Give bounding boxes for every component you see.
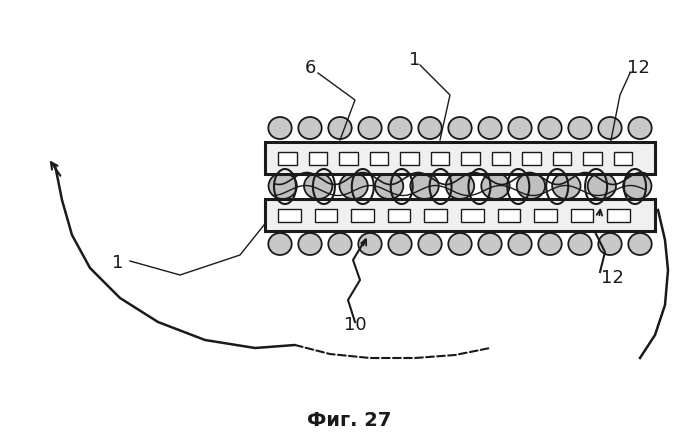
Text: Фиг. 27: Фиг. 27 xyxy=(308,410,391,430)
Ellipse shape xyxy=(268,233,291,255)
Ellipse shape xyxy=(418,233,442,255)
Ellipse shape xyxy=(568,233,591,255)
Text: 12: 12 xyxy=(600,269,624,287)
Ellipse shape xyxy=(568,117,591,139)
Bar xyxy=(461,209,484,222)
Bar xyxy=(265,142,655,174)
Ellipse shape xyxy=(298,117,322,139)
Bar xyxy=(278,152,297,165)
Bar xyxy=(534,209,557,222)
Ellipse shape xyxy=(623,173,651,199)
Bar xyxy=(498,209,520,222)
Ellipse shape xyxy=(552,173,581,199)
Ellipse shape xyxy=(628,117,651,139)
Ellipse shape xyxy=(410,173,439,199)
Ellipse shape xyxy=(359,117,382,139)
Ellipse shape xyxy=(508,233,532,255)
Ellipse shape xyxy=(538,233,562,255)
Ellipse shape xyxy=(389,233,412,255)
Bar xyxy=(607,209,630,222)
Ellipse shape xyxy=(538,117,562,139)
Bar xyxy=(400,152,419,165)
Ellipse shape xyxy=(598,117,621,139)
Bar xyxy=(522,152,541,165)
Bar xyxy=(491,152,510,165)
Ellipse shape xyxy=(598,233,621,255)
Bar xyxy=(424,209,447,222)
Ellipse shape xyxy=(268,173,297,199)
Bar xyxy=(315,209,338,222)
Bar xyxy=(461,152,480,165)
Bar xyxy=(370,152,389,165)
Bar xyxy=(308,152,327,165)
Ellipse shape xyxy=(482,173,510,199)
Ellipse shape xyxy=(508,117,532,139)
Ellipse shape xyxy=(448,233,472,255)
Ellipse shape xyxy=(588,173,616,199)
Text: 6: 6 xyxy=(304,59,316,77)
Text: 1: 1 xyxy=(410,51,421,69)
Ellipse shape xyxy=(268,117,291,139)
Ellipse shape xyxy=(375,173,403,199)
Bar xyxy=(571,209,593,222)
Ellipse shape xyxy=(418,117,442,139)
Ellipse shape xyxy=(304,173,332,199)
Ellipse shape xyxy=(446,173,474,199)
Bar xyxy=(265,199,655,231)
Ellipse shape xyxy=(359,233,382,255)
Ellipse shape xyxy=(329,233,352,255)
Bar xyxy=(339,152,358,165)
Ellipse shape xyxy=(628,233,651,255)
Ellipse shape xyxy=(329,117,352,139)
Ellipse shape xyxy=(448,117,472,139)
Ellipse shape xyxy=(478,117,502,139)
Bar xyxy=(583,152,602,165)
Bar xyxy=(431,152,449,165)
Bar xyxy=(552,152,571,165)
Text: 12: 12 xyxy=(626,59,649,77)
Ellipse shape xyxy=(298,233,322,255)
Ellipse shape xyxy=(478,233,502,255)
Ellipse shape xyxy=(389,117,412,139)
Bar xyxy=(614,152,633,165)
Bar xyxy=(388,209,410,222)
Bar xyxy=(351,209,374,222)
Bar xyxy=(278,209,301,222)
Text: 1: 1 xyxy=(113,254,124,272)
Ellipse shape xyxy=(340,173,368,199)
Ellipse shape xyxy=(517,173,545,199)
Text: 10: 10 xyxy=(344,316,366,334)
